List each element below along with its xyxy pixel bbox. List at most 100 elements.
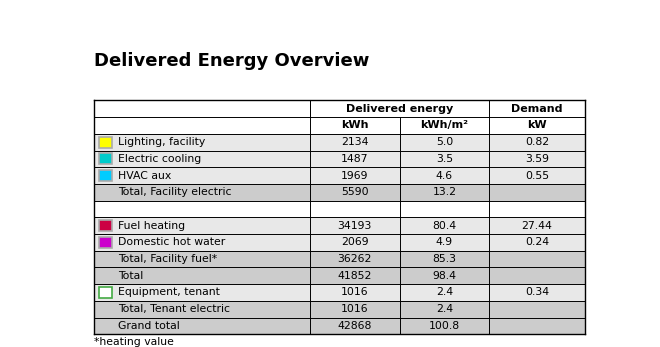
Text: Grand total: Grand total: [118, 321, 180, 331]
Bar: [400, 184, 489, 201]
Bar: [400, 217, 489, 234]
Bar: [310, 284, 400, 301]
Text: 85.3: 85.3: [432, 254, 456, 264]
Bar: [94, 318, 310, 334]
Bar: [94, 284, 310, 301]
Bar: [489, 251, 585, 268]
Text: 1487: 1487: [341, 154, 369, 164]
Text: kW: kW: [527, 120, 546, 130]
Text: 98.4: 98.4: [432, 271, 456, 281]
Text: 1016: 1016: [341, 287, 369, 297]
Bar: [489, 201, 585, 217]
Text: Demand: Demand: [512, 104, 563, 114]
Bar: [400, 318, 489, 334]
Text: 80.4: 80.4: [432, 221, 457, 231]
Text: 0.82: 0.82: [525, 137, 549, 147]
Bar: [489, 100, 585, 117]
Bar: [94, 134, 310, 151]
Text: 34193: 34193: [338, 221, 372, 231]
Bar: [400, 301, 489, 318]
Bar: [99, 153, 112, 164]
Text: 4.9: 4.9: [436, 237, 453, 247]
Bar: [310, 268, 400, 284]
Bar: [94, 301, 310, 318]
Text: 13.2: 13.2: [432, 187, 456, 197]
Text: 2134: 2134: [341, 137, 369, 147]
Text: Lighting, facility: Lighting, facility: [118, 137, 205, 147]
Text: 5.0: 5.0: [436, 137, 453, 147]
Text: Equipment, tenant: Equipment, tenant: [118, 287, 220, 297]
Bar: [94, 184, 310, 201]
Bar: [310, 117, 400, 134]
Bar: [310, 318, 400, 334]
Bar: [310, 251, 400, 268]
Text: 2.4: 2.4: [436, 304, 453, 314]
Bar: [94, 100, 310, 117]
Text: 3.59: 3.59: [525, 154, 549, 164]
Text: Total, Facility electric: Total, Facility electric: [118, 187, 232, 197]
Text: 3.5: 3.5: [436, 154, 453, 164]
Text: 2.4: 2.4: [436, 287, 453, 297]
Bar: [489, 117, 585, 134]
Text: 100.8: 100.8: [429, 321, 460, 331]
Bar: [99, 287, 112, 298]
Bar: [310, 217, 400, 234]
Bar: [400, 251, 489, 268]
Text: 0.55: 0.55: [525, 171, 549, 180]
Bar: [310, 301, 400, 318]
Bar: [310, 151, 400, 167]
Bar: [99, 137, 112, 148]
Bar: [94, 151, 310, 167]
Text: Delivered Energy Overview: Delivered Energy Overview: [94, 52, 369, 70]
Bar: [94, 234, 310, 251]
Text: Fuel heating: Fuel heating: [118, 221, 185, 231]
Text: 5590: 5590: [341, 187, 369, 197]
Bar: [400, 268, 489, 284]
Text: Total, Facility fuel*: Total, Facility fuel*: [118, 254, 217, 264]
Text: *heating value: *heating value: [94, 337, 174, 347]
Bar: [310, 167, 400, 184]
Bar: [489, 134, 585, 151]
Text: 2069: 2069: [341, 237, 369, 247]
Text: Domestic hot water: Domestic hot water: [118, 237, 226, 247]
Bar: [489, 234, 585, 251]
Bar: [489, 284, 585, 301]
Bar: [489, 184, 585, 201]
Text: Delivered energy: Delivered energy: [346, 104, 453, 114]
Text: Electric cooling: Electric cooling: [118, 154, 201, 164]
Bar: [489, 268, 585, 284]
Bar: [94, 251, 310, 268]
Text: Total: Total: [118, 271, 144, 281]
Bar: [94, 117, 310, 134]
Bar: [400, 284, 489, 301]
Bar: [99, 170, 112, 181]
Text: 0.34: 0.34: [525, 287, 549, 297]
Text: HVAC aux: HVAC aux: [118, 171, 172, 180]
Bar: [310, 184, 400, 201]
Bar: [94, 217, 310, 234]
Bar: [94, 167, 310, 184]
Bar: [94, 201, 310, 217]
Bar: [94, 268, 310, 284]
Text: 0.24: 0.24: [525, 237, 549, 247]
Bar: [400, 117, 489, 134]
Bar: [310, 201, 400, 217]
Bar: [400, 134, 489, 151]
Bar: [489, 151, 585, 167]
Bar: [489, 301, 585, 318]
Bar: [99, 237, 112, 248]
Bar: [489, 318, 585, 334]
Bar: [400, 151, 489, 167]
Text: kWh/m²: kWh/m²: [420, 120, 469, 130]
Text: 1969: 1969: [341, 171, 369, 180]
Text: 36262: 36262: [338, 254, 372, 264]
Bar: [400, 201, 489, 217]
Bar: [400, 234, 489, 251]
Bar: [310, 100, 489, 117]
Text: 4.6: 4.6: [436, 171, 453, 180]
Bar: [310, 134, 400, 151]
Text: kWh: kWh: [341, 120, 369, 130]
Bar: [489, 217, 585, 234]
Text: Total, Tenant electric: Total, Tenant electric: [118, 304, 230, 314]
Bar: [400, 167, 489, 184]
